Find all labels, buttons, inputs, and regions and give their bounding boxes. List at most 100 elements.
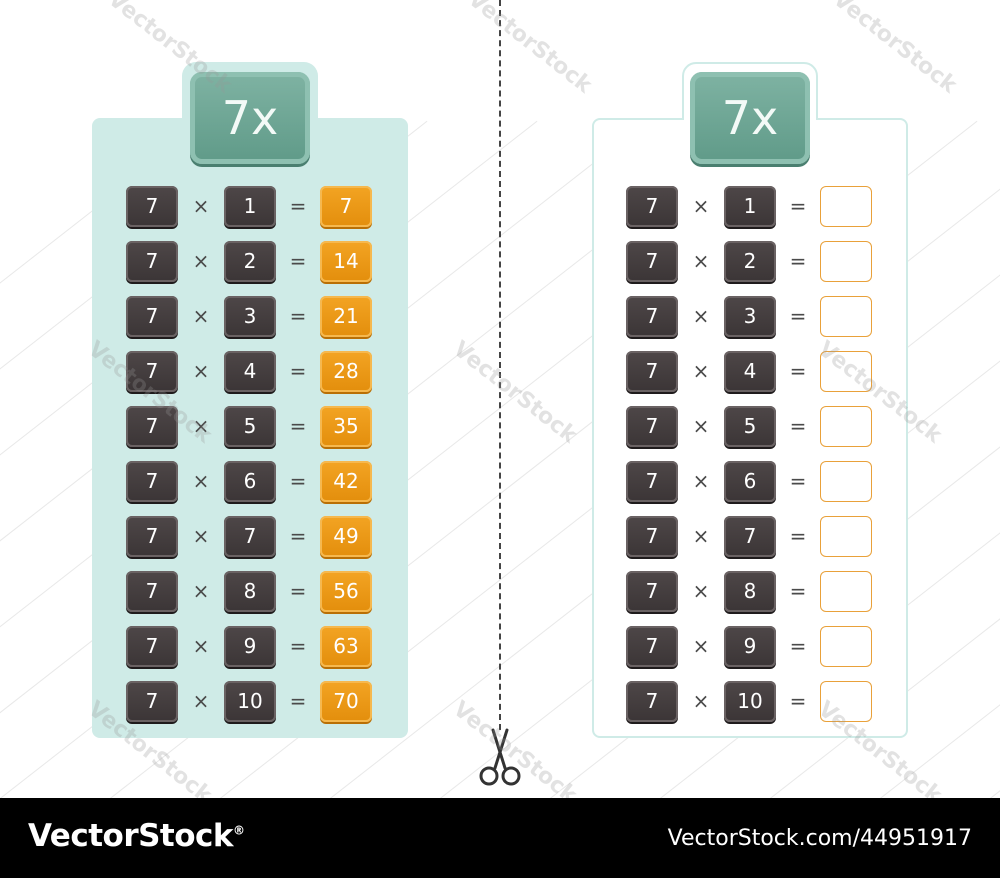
equals-sign: =: [789, 579, 807, 603]
answer-blank[interactable]: [820, 681, 872, 722]
multiplier-key: 10: [224, 681, 276, 722]
multiplicand-key: 7: [626, 406, 678, 447]
watermark-line: [990, 120, 1000, 798]
multiplier-key: 3: [724, 296, 776, 337]
times-sign: ×: [192, 414, 210, 438]
multiplicand-key: 7: [626, 186, 678, 227]
times-sign: ×: [692, 579, 710, 603]
equals-sign: =: [789, 524, 807, 548]
equals-sign: =: [789, 634, 807, 658]
equation-row: 7 × 3 =: [626, 296, 876, 337]
answer-blank[interactable]: [820, 406, 872, 447]
equation-row: 7 × 6 =: [626, 461, 876, 502]
equals-sign: =: [289, 524, 307, 548]
product-answer: 7: [320, 186, 372, 227]
answer-blank[interactable]: [820, 186, 872, 227]
answer-blank[interactable]: [820, 296, 872, 337]
footer-bar: VectorStock® VectorStock.com/44951917: [0, 798, 1000, 878]
equation-row: 7 × 2 =: [626, 241, 876, 282]
times-sign: ×: [692, 359, 710, 383]
equals-sign: =: [289, 579, 307, 603]
left-title-badge: 7x: [190, 72, 310, 164]
times-sign: ×: [692, 304, 710, 328]
equation-row: 7 × 10 =: [626, 681, 876, 722]
watermark-text: VectorStock: [828, 0, 962, 99]
equation-row: 7 × 7 =: [626, 516, 876, 557]
multiplicand-key: 7: [626, 681, 678, 722]
answer-blank[interactable]: [820, 241, 872, 282]
equals-sign: =: [289, 194, 307, 218]
times-sign: ×: [692, 249, 710, 273]
multiplicand-key: 7: [126, 296, 178, 337]
equals-sign: =: [789, 304, 807, 328]
product-answer: 63: [320, 626, 372, 667]
multiplicand-key: 7: [126, 681, 178, 722]
multiplier-key: 6: [724, 461, 776, 502]
image-credit: VectorStock.com/44951917: [667, 826, 972, 851]
answer-blank[interactable]: [820, 571, 872, 612]
equals-sign: =: [289, 304, 307, 328]
equals-sign: =: [289, 634, 307, 658]
right-title-badge: 7x: [690, 72, 810, 164]
multiplier-key: 4: [224, 351, 276, 392]
equals-sign: =: [789, 414, 807, 438]
equation-row: 7 × 5 =: [626, 406, 876, 447]
equals-sign: =: [789, 194, 807, 218]
answer-blank[interactable]: [820, 626, 872, 667]
blank-times-table: 7 × 1 = 7 × 2 = 7 × 3 = 7 × 4 = 7 × 5 = 7 × 6 = 7 × 7 = 7 × 8 = 7 × 9 = 7 × 10…: [626, 186, 876, 736]
times-sign: ×: [192, 359, 210, 383]
multiplier-key: 8: [224, 571, 276, 612]
times-sign: ×: [192, 689, 210, 713]
equals-sign: =: [789, 689, 807, 713]
multiplicand-key: 7: [126, 626, 178, 667]
product-answer: 56: [320, 571, 372, 612]
product-answer: 70: [320, 681, 372, 722]
brand-name: VectorStock: [28, 818, 234, 854]
equals-sign: =: [289, 414, 307, 438]
equation-row: 7 × 2 = 14: [126, 241, 376, 282]
multiplier-key: 2: [224, 241, 276, 282]
times-sign: ×: [192, 634, 210, 658]
times-sign: ×: [692, 634, 710, 658]
times-sign: ×: [192, 524, 210, 548]
times-sign: ×: [692, 524, 710, 548]
product-answer: 35: [320, 406, 372, 447]
multiplier-key: 4: [724, 351, 776, 392]
multiplier-key: 6: [224, 461, 276, 502]
times-sign: ×: [692, 194, 710, 218]
answer-blank[interactable]: [820, 461, 872, 502]
equals-sign: =: [789, 359, 807, 383]
watermark-text: VectorStock: [103, 0, 237, 99]
answer-blank[interactable]: [820, 351, 872, 392]
multiplicand-key: 7: [126, 186, 178, 227]
worksheet: 7x 7x 7 × 1 = 7 7 × 2 = 14 7 × 3 = 21 7 × 4 = 28 7 × 5 = 35 7 × 6 = 4…: [0, 0, 1000, 798]
multiplier-key: 3: [224, 296, 276, 337]
multiplier-key: 7: [224, 516, 276, 557]
equals-sign: =: [289, 689, 307, 713]
equals-sign: =: [289, 469, 307, 493]
equation-row: 7 × 5 = 35: [126, 406, 376, 447]
answer-blank[interactable]: [820, 516, 872, 557]
equation-row: 7 × 9 =: [626, 626, 876, 667]
equals-sign: =: [789, 469, 807, 493]
multiplier-key: 7: [724, 516, 776, 557]
multiplicand-key: 7: [626, 516, 678, 557]
multiplier-key: 9: [724, 626, 776, 667]
multiplier-key: 10: [724, 681, 776, 722]
filled-times-table: 7 × 1 = 7 7 × 2 = 14 7 × 3 = 21 7 × 4 = 28 7 × 5 = 35 7 × 6 = 42 7 × 7 = 4…: [126, 186, 376, 736]
product-answer: 21: [320, 296, 372, 337]
equation-row: 7 × 3 = 21: [126, 296, 376, 337]
product-answer: 28: [320, 351, 372, 392]
equation-row: 7 × 1 = 7: [126, 186, 376, 227]
times-sign: ×: [692, 469, 710, 493]
equation-row: 7 × 10 = 70: [126, 681, 376, 722]
multiplier-key: 1: [224, 186, 276, 227]
product-answer: 49: [320, 516, 372, 557]
product-answer: 42: [320, 461, 372, 502]
times-sign: ×: [692, 689, 710, 713]
brand-logo: VectorStock®: [28, 818, 245, 854]
multiplier-key: 5: [724, 406, 776, 447]
scissors-icon: [479, 728, 521, 786]
multiplicand-key: 7: [626, 626, 678, 667]
multiplicand-key: 7: [626, 296, 678, 337]
